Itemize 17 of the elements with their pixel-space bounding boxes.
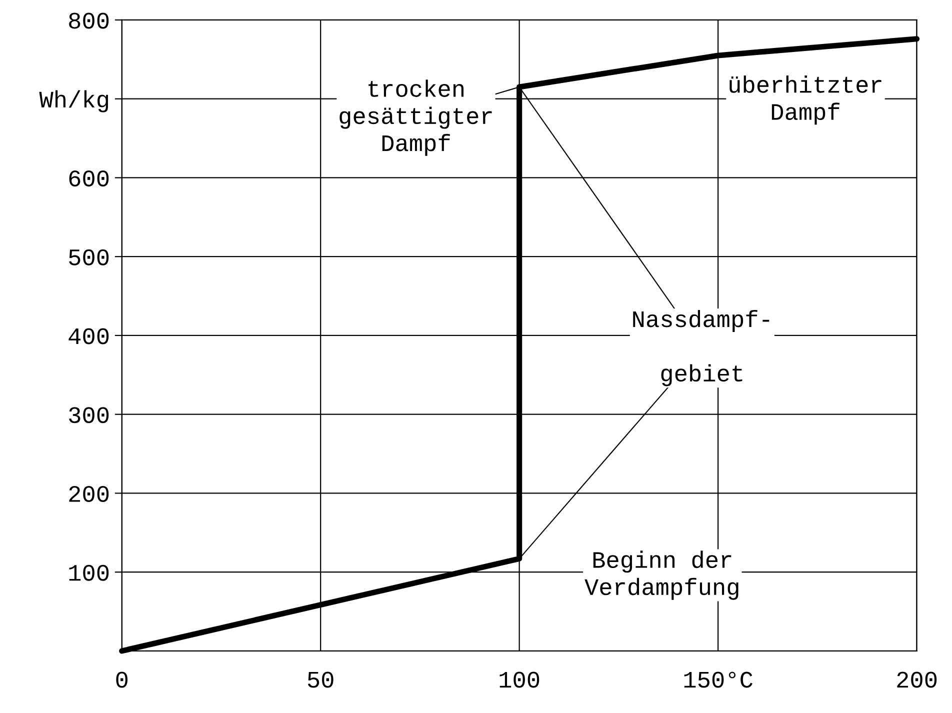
y-tick-label: 800 bbox=[69, 12, 109, 29]
x-tick-label: 50 bbox=[308, 672, 334, 688]
y-tick-label: 400 bbox=[68, 328, 109, 344]
text: Nassdampf- gebiet bbox=[633, 310, 770, 386]
y-tick-label: Wh/kg bbox=[39, 90, 108, 112]
y-tick-label: 300 bbox=[69, 407, 109, 424]
annotation: trocken gesättigter Dampf bbox=[340, 80, 492, 156]
annotation: überhitzter Dampf bbox=[730, 76, 882, 125]
x-tick-label: 100 bbox=[500, 672, 540, 688]
x-tick-label: 200 bbox=[897, 672, 937, 688]
annotation: Beginn der Verdampfung bbox=[584, 550, 738, 600]
x-tick-label: 150°C bbox=[684, 672, 752, 688]
y-tick-label: 100 bbox=[69, 564, 109, 581]
x-tick-label: 0 bbox=[116, 672, 128, 688]
y-tick-label: 200 bbox=[69, 486, 109, 502]
y-tick-label: 500 bbox=[69, 249, 109, 266]
y-tick-label: 600 bbox=[69, 170, 109, 187]
